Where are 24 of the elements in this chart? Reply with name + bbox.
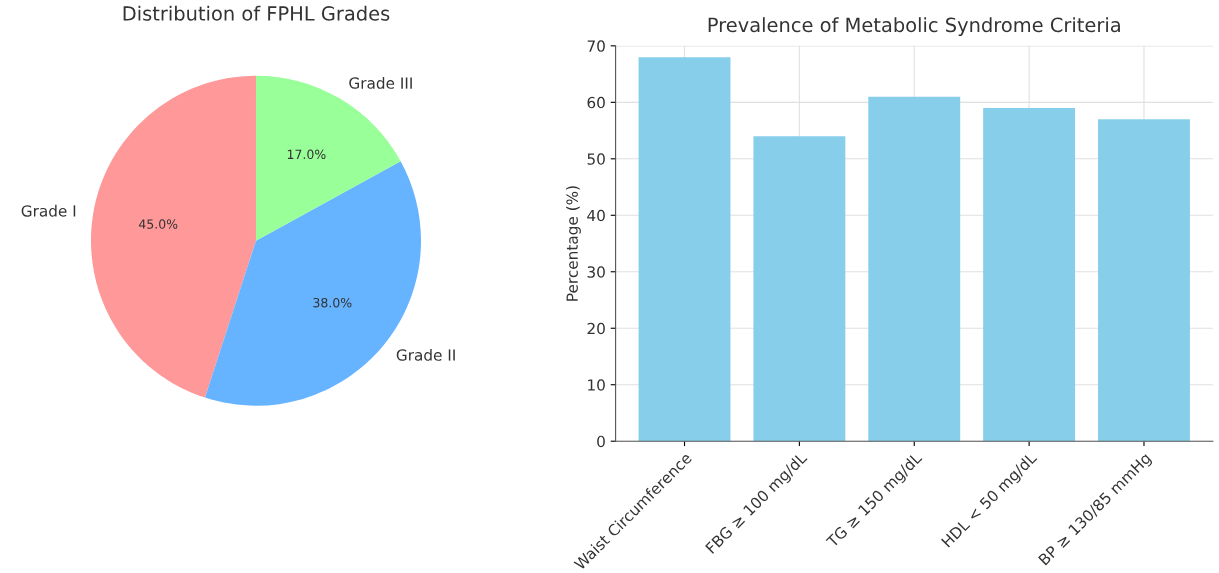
bar: [868, 96, 961, 442]
data-label: 45.0%: [138, 219, 178, 229]
bar: [1098, 119, 1190, 442]
y-axis-title: Percentage (%): [566, 186, 581, 301]
slice-label: Grade II: [396, 348, 455, 361]
y-tick-label: 70: [587, 40, 605, 52]
y-tick-label: 30: [587, 266, 605, 278]
bar: [753, 136, 846, 442]
slice-label: Grade I: [21, 204, 76, 217]
pie-slice: [255, 75, 401, 241]
bar: [983, 107, 1076, 442]
chart-title: Distribution of FPHL Grades: [123, 5, 390, 21]
chart-title: Prevalence of Metabolic Syndrome Criteria: [708, 17, 1120, 36]
data-label: 17.0%: [287, 149, 326, 160]
pie-slice: [91, 75, 256, 398]
y-tick-label: 50: [587, 153, 605, 165]
y-tick-label: 40: [587, 209, 605, 222]
slice-label: Grade III: [349, 77, 412, 89]
y-tick-label: 0: [597, 435, 605, 448]
y-tick-label: 10: [588, 379, 605, 391]
data-label: 38.0%: [313, 297, 352, 308]
bar: [638, 57, 731, 442]
y-tick-label: 60: [587, 96, 605, 109]
y-tick-label: 20: [587, 322, 605, 335]
